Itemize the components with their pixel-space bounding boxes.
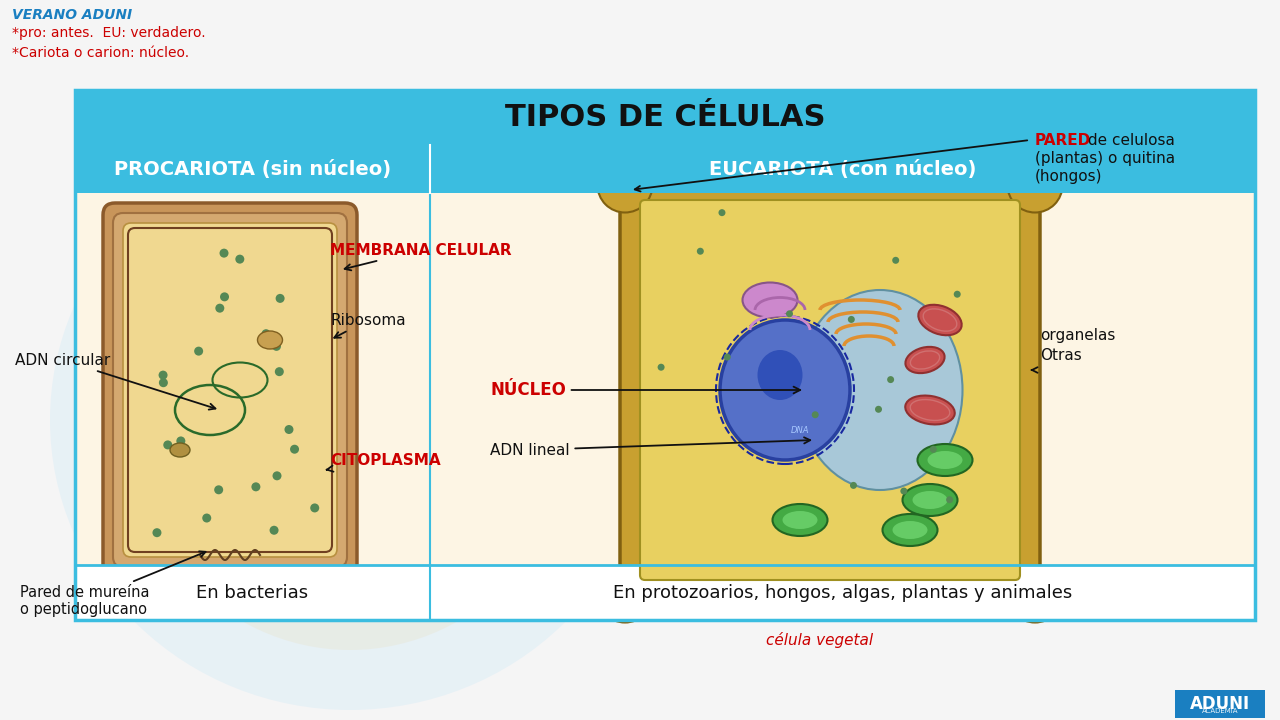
Ellipse shape <box>928 451 963 469</box>
Text: ACADEMIA: ACADEMIA <box>1202 708 1238 714</box>
Bar <box>430 193 1254 565</box>
Bar <box>76 90 1254 620</box>
Circle shape <box>275 367 284 376</box>
Circle shape <box>900 487 908 495</box>
Circle shape <box>291 445 300 454</box>
Text: (hongos): (hongos) <box>1036 168 1102 184</box>
FancyBboxPatch shape <box>640 200 1020 580</box>
FancyBboxPatch shape <box>113 213 347 567</box>
Circle shape <box>152 528 161 537</box>
Ellipse shape <box>50 130 650 710</box>
Circle shape <box>786 310 794 318</box>
Ellipse shape <box>905 395 955 425</box>
Circle shape <box>696 248 704 255</box>
Ellipse shape <box>598 567 653 623</box>
Text: MEMBRANA CELULAR: MEMBRANA CELULAR <box>330 243 512 270</box>
Circle shape <box>658 364 664 371</box>
Ellipse shape <box>758 350 803 400</box>
Text: CITOPLASMA: CITOPLASMA <box>326 452 440 472</box>
Ellipse shape <box>905 347 945 373</box>
Ellipse shape <box>1007 158 1062 212</box>
Ellipse shape <box>110 110 590 650</box>
Ellipse shape <box>913 491 947 509</box>
Text: DNA: DNA <box>791 426 809 434</box>
Circle shape <box>159 371 168 379</box>
Ellipse shape <box>257 331 283 349</box>
Text: VERANO ADUNI: VERANO ADUNI <box>12 8 132 22</box>
Circle shape <box>929 446 937 453</box>
Text: Pared de mureína
o peptidoglucano: Pared de mureína o peptidoglucano <box>20 552 206 618</box>
Circle shape <box>718 209 726 216</box>
Text: ADN circular: ADN circular <box>15 353 215 410</box>
Circle shape <box>273 472 282 480</box>
Circle shape <box>251 482 260 491</box>
Circle shape <box>220 292 229 302</box>
Ellipse shape <box>170 443 189 457</box>
Bar <box>76 193 430 565</box>
Circle shape <box>270 526 279 535</box>
Ellipse shape <box>742 282 797 318</box>
Circle shape <box>271 342 280 351</box>
Circle shape <box>261 329 270 338</box>
Circle shape <box>310 503 319 513</box>
Text: CANAL YOUTUBE LOGROS MATAS: CANAL YOUTUBE LOGROS MATAS <box>228 459 1052 502</box>
Text: TIPOS DE CÉLULAS: TIPOS DE CÉLULAS <box>504 103 826 132</box>
Text: *pro: antes.  EU: verdadero.: *pro: antes. EU: verdadero. <box>12 26 206 40</box>
Ellipse shape <box>918 305 961 336</box>
Text: Ribosoma: Ribosoma <box>330 312 406 338</box>
Text: NÚCLEO: NÚCLEO <box>490 381 800 399</box>
Ellipse shape <box>797 290 963 490</box>
Text: EUCARIOTA (con núcleo): EUCARIOTA (con núcleo) <box>709 160 977 179</box>
Ellipse shape <box>882 514 937 546</box>
Circle shape <box>946 496 954 503</box>
Text: Otras: Otras <box>1039 348 1082 362</box>
Circle shape <box>847 316 855 323</box>
FancyBboxPatch shape <box>620 180 1039 600</box>
Circle shape <box>177 436 186 446</box>
Text: de celulosa: de celulosa <box>1083 132 1175 148</box>
Circle shape <box>275 294 284 303</box>
Ellipse shape <box>902 484 957 516</box>
Circle shape <box>219 248 229 258</box>
Circle shape <box>214 485 223 495</box>
Text: En bacterias: En bacterias <box>196 583 308 601</box>
Circle shape <box>202 513 211 523</box>
Ellipse shape <box>773 504 827 536</box>
Ellipse shape <box>719 320 850 460</box>
Ellipse shape <box>892 521 928 539</box>
Text: En protozoarios, hongos, algas, plantas y animales: En protozoarios, hongos, algas, plantas … <box>613 583 1073 601</box>
FancyBboxPatch shape <box>123 223 337 557</box>
Bar <box>76 145 1254 193</box>
Text: célula vegetal: célula vegetal <box>767 632 873 648</box>
Ellipse shape <box>918 444 973 476</box>
Text: ADN lineal: ADN lineal <box>490 437 810 457</box>
Text: PARED: PARED <box>1036 132 1092 148</box>
Circle shape <box>850 482 858 489</box>
Circle shape <box>812 411 819 418</box>
Text: PROCARIOTA (sin núcleo): PROCARIOTA (sin núcleo) <box>114 160 392 179</box>
FancyBboxPatch shape <box>102 203 357 577</box>
Bar <box>76 565 1254 620</box>
Circle shape <box>954 291 961 297</box>
Circle shape <box>159 378 168 387</box>
Text: (plantas) o quitina: (plantas) o quitina <box>1036 150 1175 166</box>
Bar <box>76 90 1254 145</box>
Circle shape <box>892 257 899 264</box>
Circle shape <box>876 406 882 413</box>
Ellipse shape <box>782 511 818 529</box>
Circle shape <box>284 425 293 434</box>
Text: organelas: organelas <box>1039 328 1115 343</box>
Ellipse shape <box>1007 567 1062 623</box>
Circle shape <box>236 255 244 264</box>
Bar <box>1175 690 1265 718</box>
Text: ADUNI: ADUNI <box>1190 695 1251 713</box>
Circle shape <box>723 354 731 361</box>
Circle shape <box>887 376 895 383</box>
Circle shape <box>164 441 173 449</box>
Ellipse shape <box>598 158 653 212</box>
Text: *Cariota o carion: núcleo.: *Cariota o carion: núcleo. <box>12 46 189 60</box>
Circle shape <box>215 304 224 312</box>
Circle shape <box>195 346 204 356</box>
